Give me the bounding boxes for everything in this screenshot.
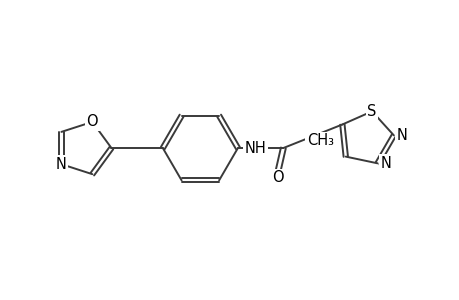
Text: N: N bbox=[380, 156, 391, 171]
Text: NH: NH bbox=[244, 140, 266, 155]
Text: S: S bbox=[367, 104, 376, 119]
Text: N: N bbox=[396, 128, 407, 143]
Text: N: N bbox=[56, 157, 67, 172]
Text: CH₃: CH₃ bbox=[306, 134, 333, 148]
Text: O: O bbox=[86, 114, 98, 129]
Text: O: O bbox=[272, 170, 284, 185]
